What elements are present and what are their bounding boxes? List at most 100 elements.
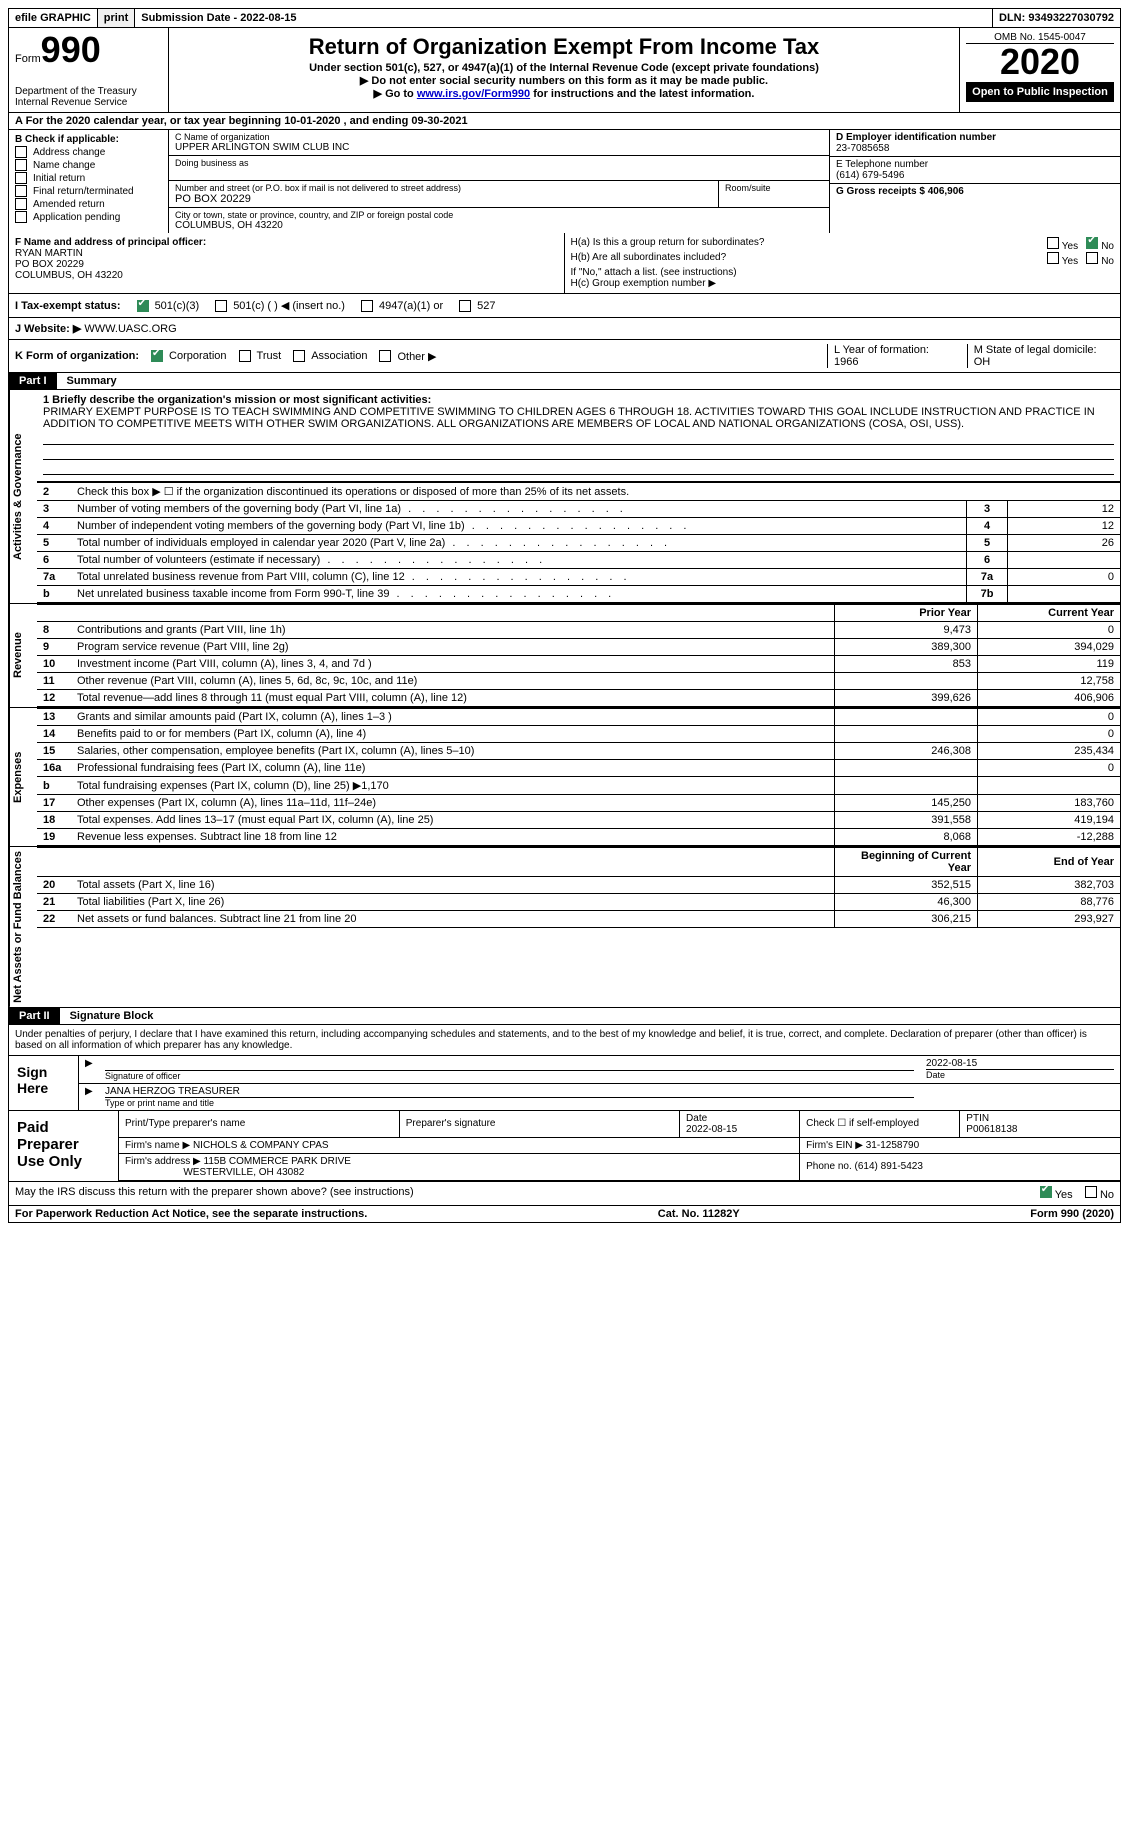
revenue-table: Prior YearCurrent Year 8Contributions an… [37, 604, 1120, 707]
top-bar: efile GRAPHIC print Submission Date - 20… [8, 8, 1121, 28]
cb-address-change[interactable]: Address change [15, 146, 162, 158]
declaration: Under penalties of perjury, I declare th… [8, 1025, 1121, 1056]
website-row: J Website: ▶ WWW.UASC.ORG [8, 318, 1121, 340]
gross-receipts: G Gross receipts $ 406,906 [830, 184, 1120, 199]
city-state-zip: COLUMBUS, OH 43220 [175, 220, 823, 231]
header-center: Return of Organization Exempt From Incom… [169, 28, 960, 112]
ein-cell: D Employer identification number 23-7085… [830, 130, 1120, 157]
expenses-table: 13Grants and similar amounts paid (Part … [37, 708, 1120, 846]
section-deg: D Employer identification number 23-7085… [830, 130, 1120, 233]
side-revenue: Revenue [9, 604, 37, 707]
footer: For Paperwork Reduction Act Notice, see … [8, 1206, 1121, 1223]
table-row: 22Net assets or fund balances. Subtract … [37, 911, 1120, 928]
table-row: 16aProfessional fundraising fees (Part I… [37, 760, 1120, 777]
ha-no-checked [1086, 237, 1098, 249]
footer-right: Form 990 (2020) [1030, 1208, 1114, 1220]
cb-527[interactable]: 527 [459, 300, 495, 312]
part1-tab: Part I [9, 373, 57, 389]
firm-ein: 31-1258790 [866, 1140, 919, 1151]
table-row: 9Program service revenue (Part VIII, lin… [37, 639, 1120, 656]
header-sub2: ▶ Do not enter social security numbers o… [175, 74, 953, 87]
part2-tab: Part II [9, 1008, 60, 1024]
side-expenses: Expenses [9, 708, 37, 846]
cb-501c3[interactable]: 501(c)(3) [137, 300, 200, 312]
header-left: Form990 Department of the Treasury Inter… [9, 28, 169, 112]
header: Form990 Department of the Treasury Inter… [8, 28, 1121, 113]
header-right: OMB No. 1545-0047 2020 Open to Public In… [960, 28, 1120, 112]
side-netassets: Net Assets or Fund Balances [9, 847, 37, 1007]
netassets-table: Beginning of Current YearEnd of Year 20T… [37, 847, 1120, 928]
cb-initial-return[interactable]: Initial return [15, 172, 162, 184]
table-row: 15Salaries, other compensation, employee… [37, 743, 1120, 760]
officer-addr1: PO BOX 20229 [15, 259, 558, 270]
table-row: 17Other expenses (Part IX, column (A), l… [37, 795, 1120, 812]
b-heading: B Check if applicable: [15, 134, 162, 145]
row-a: A For the 2020 calendar year, or tax yea… [8, 113, 1121, 130]
expenses-block: Expenses 13Grants and similar amounts pa… [8, 708, 1121, 847]
cb-other[interactable]: Other ▶ [379, 350, 436, 363]
paid-preparer: Paid Preparer Use Only Print/Type prepar… [8, 1111, 1121, 1182]
table-row: bTotal fundraising expenses (Part IX, co… [37, 777, 1120, 795]
fh-row: F Name and address of principal officer:… [8, 233, 1121, 294]
tax-year: 2020 [966, 44, 1114, 80]
form-title: Return of Organization Exempt From Incom… [175, 34, 953, 60]
table-row: 7aTotal unrelated business revenue from … [37, 569, 1120, 586]
cb-corporation[interactable]: Corporation [151, 350, 226, 362]
sign-here-label: Sign Here [9, 1056, 79, 1110]
cb-application-pending[interactable]: Application pending [15, 211, 162, 223]
city-cell: City or town, state or province, country… [169, 208, 829, 233]
address-cell: Number and street (or P.O. box if mail i… [169, 181, 829, 208]
side-governance: Activities & Governance [9, 390, 37, 603]
footer-catno: Cat. No. 11282Y [658, 1208, 740, 1220]
tax-exempt-row: I Tax-exempt status: 501(c)(3) 501(c) ( … [8, 294, 1121, 318]
discuss-yes-checked [1040, 1186, 1052, 1198]
line2: Check this box ▶ ☐ if the organization d… [71, 483, 1120, 501]
k-row: K Form of organization: Corporation Trus… [8, 340, 1121, 373]
efile-label: efile GRAPHIC [9, 9, 98, 27]
cb-trust[interactable]: Trust [239, 350, 282, 362]
dln: DLN: 93493227030792 [993, 9, 1120, 27]
table-row: 6Total number of volunteers (estimate if… [37, 552, 1120, 569]
cb-association[interactable]: Association [293, 350, 367, 362]
year-formation: L Year of formation: 1966 [834, 344, 955, 368]
cb-amended-return[interactable]: Amended return [15, 198, 162, 210]
table-row: 8Contributions and grants (Part VIII, li… [37, 622, 1120, 639]
firm-name: NICHOLS & COMPANY CPAS [193, 1140, 329, 1151]
form-number: 990 [41, 29, 101, 70]
website-value: WWW.UASC.ORG [84, 323, 176, 335]
print-button[interactable]: print [98, 9, 135, 27]
governance-block: Activities & Governance 1 Briefly descri… [8, 390, 1121, 604]
table-row: 21Total liabilities (Part X, line 26)46,… [37, 894, 1120, 911]
dba-cell: Doing business as [169, 156, 829, 181]
firm-phone: (614) 891-5423 [855, 1161, 923, 1172]
cb-name-change[interactable]: Name change [15, 159, 162, 171]
table-row: 3Number of voting members of the governi… [37, 501, 1120, 518]
header-sub3: ▶ Go to www.irs.gov/Form990 for instruct… [175, 87, 953, 100]
section-b: B Check if applicable: Address change Na… [9, 130, 169, 233]
table-row: 11Other revenue (Part VIII, column (A), … [37, 673, 1120, 690]
cb-final-return[interactable]: Final return/terminated [15, 185, 162, 197]
form990-link[interactable]: www.irs.gov/Form990 [417, 88, 530, 100]
part1-header: Part I Summary [8, 373, 1121, 390]
sign-here: Sign Here ▶ Signature of officer 2022-08… [8, 1056, 1121, 1111]
form-word: Form [15, 53, 41, 65]
prep-date: 2022-08-15 [686, 1124, 737, 1135]
table-row: 14Benefits paid to or for members (Part … [37, 726, 1120, 743]
netassets-block: Net Assets or Fund Balances Beginning of… [8, 847, 1121, 1008]
phone-cell: E Telephone number (614) 679-5496 [830, 157, 1120, 184]
table-row: 4Number of independent voting members of… [37, 518, 1120, 535]
table-row: 5Total number of individuals employed in… [37, 535, 1120, 552]
cb-4947[interactable]: 4947(a)(1) or [361, 300, 443, 312]
table-row: 10Investment income (Part VIII, column (… [37, 656, 1120, 673]
section-f: F Name and address of principal officer:… [9, 233, 565, 293]
entity-info: B Check if applicable: Address change Na… [8, 130, 1121, 233]
footer-left: For Paperwork Reduction Act Notice, see … [15, 1208, 367, 1220]
submission-date: Submission Date - 2022-08-15 [135, 9, 993, 27]
part2-header: Part II Signature Block [8, 1008, 1121, 1025]
dept-label: Department of the Treasury Internal Reve… [15, 86, 162, 108]
line1: 1 Briefly describe the organization's mi… [37, 390, 1120, 482]
table-row: 18Total expenses. Add lines 13–17 (must … [37, 812, 1120, 829]
revenue-block: Revenue Prior YearCurrent Year 8Contribu… [8, 604, 1121, 708]
cb-501c[interactable]: 501(c) ( ) ◀ (insert no.) [215, 299, 345, 312]
table-row: bNet unrelated business taxable income f… [37, 586, 1120, 603]
